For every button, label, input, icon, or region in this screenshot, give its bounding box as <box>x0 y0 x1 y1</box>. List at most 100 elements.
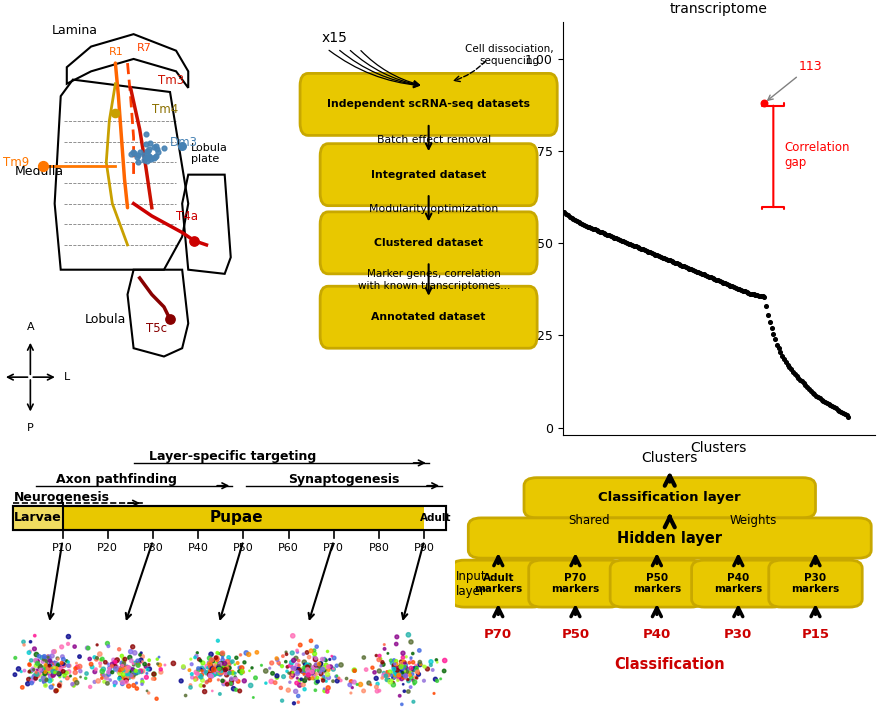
Point <box>30 655 45 667</box>
Point <box>586 223 600 235</box>
Point <box>108 656 122 668</box>
Point <box>215 675 230 687</box>
Point <box>264 657 279 668</box>
Point <box>70 677 84 689</box>
Point <box>313 668 328 680</box>
Point <box>406 663 421 675</box>
Point <box>804 385 818 397</box>
Point <box>139 671 154 683</box>
Text: P15: P15 <box>802 628 830 641</box>
Point <box>229 684 243 695</box>
Point <box>211 664 225 676</box>
Point <box>213 666 227 677</box>
Point <box>60 655 74 667</box>
Point <box>593 226 607 238</box>
Point <box>305 666 319 678</box>
Point <box>105 666 120 678</box>
Point <box>39 674 54 686</box>
Point <box>305 666 319 678</box>
Text: Lobula: Lobula <box>85 313 127 326</box>
Point <box>183 682 197 693</box>
Point <box>151 658 165 670</box>
Point <box>296 666 311 677</box>
Point <box>196 665 211 676</box>
Point <box>130 151 145 162</box>
Point <box>433 673 447 684</box>
Point <box>56 666 71 677</box>
Point <box>60 672 74 684</box>
Point <box>102 666 116 678</box>
Point <box>47 666 62 677</box>
Point <box>707 273 722 285</box>
Point <box>46 661 60 673</box>
Point <box>289 677 304 689</box>
FancyBboxPatch shape <box>691 560 785 607</box>
Point <box>270 672 284 684</box>
Point <box>208 659 222 671</box>
Point <box>123 668 138 679</box>
Point <box>112 644 126 655</box>
Point <box>393 690 407 702</box>
Point <box>207 666 221 677</box>
Point <box>779 356 793 368</box>
Point <box>316 663 330 674</box>
Point <box>46 668 60 679</box>
Point <box>310 641 324 652</box>
Point <box>30 658 45 669</box>
Point <box>299 665 313 676</box>
Point <box>277 671 291 682</box>
Point <box>123 662 138 674</box>
Point <box>141 687 155 699</box>
Point <box>754 290 768 302</box>
Point <box>82 653 96 665</box>
Point <box>36 161 50 173</box>
Point <box>43 665 57 676</box>
Point <box>209 662 223 674</box>
Point <box>147 151 162 162</box>
Point <box>120 665 134 676</box>
Text: P30
markers: P30 markers <box>791 573 839 594</box>
Point <box>312 658 326 670</box>
Point <box>120 664 134 676</box>
Point <box>396 660 410 672</box>
Point <box>759 300 773 312</box>
Text: Integrated dataset: Integrated dataset <box>371 170 487 180</box>
Text: R7: R7 <box>137 43 152 53</box>
Point <box>344 676 358 687</box>
Point <box>224 673 238 684</box>
Point <box>809 391 823 402</box>
Point <box>302 664 316 676</box>
Point <box>417 675 431 687</box>
Point <box>303 668 317 680</box>
Point <box>316 661 330 673</box>
Text: P10: P10 <box>52 544 73 553</box>
Point <box>213 688 227 700</box>
Point <box>122 652 137 663</box>
Point <box>316 654 330 666</box>
Point <box>398 666 413 677</box>
Point <box>53 679 67 690</box>
Point <box>51 658 65 670</box>
Point <box>367 666 381 678</box>
Point <box>395 665 409 676</box>
Point <box>413 658 428 669</box>
Point <box>51 653 65 665</box>
Point <box>107 659 121 671</box>
Point <box>194 671 208 683</box>
Point <box>43 665 57 676</box>
Point <box>197 686 212 697</box>
Point <box>394 658 408 670</box>
Point <box>811 392 825 403</box>
Point <box>225 667 239 679</box>
Point <box>392 669 406 681</box>
Point <box>23 636 38 647</box>
Point <box>782 361 797 373</box>
Point <box>100 678 114 689</box>
Point <box>88 663 103 675</box>
Point <box>404 652 418 663</box>
Point <box>317 666 331 677</box>
Point <box>45 674 59 685</box>
Point <box>222 665 237 676</box>
Point <box>643 247 657 258</box>
Point <box>185 668 199 680</box>
